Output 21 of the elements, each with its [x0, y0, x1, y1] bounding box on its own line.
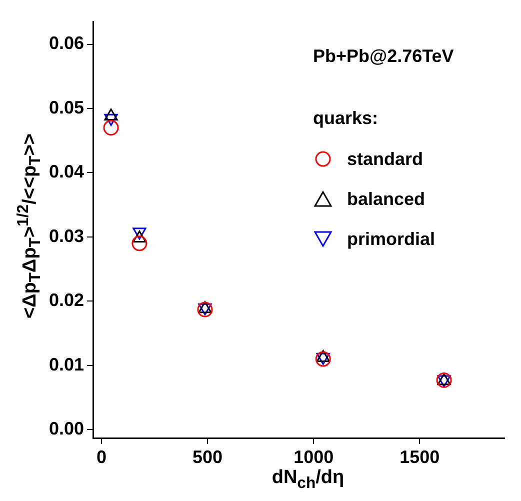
legend-title: quarks:: [313, 108, 380, 129]
point: [103, 120, 119, 136]
y-tick-label: 0.04: [48, 162, 84, 182]
y-tick-label: 0.00: [48, 418, 84, 439]
point: [132, 236, 148, 252]
legend-label: standard: [347, 148, 424, 170]
x-tick-label: 500: [192, 446, 223, 467]
y-tick-label: 0.01: [48, 354, 84, 374]
y-tick-label: 0.05: [48, 97, 84, 118]
annotation: Pb+Pb@2.76TeV: [313, 46, 454, 67]
y-tick-label: 0.03: [48, 226, 84, 246]
legend-label: balanced: [347, 188, 426, 210]
y-tick-label: 0.06: [48, 33, 84, 54]
x-axis-title: dN$_{ch}$/dη: [272, 467, 344, 493]
legend-label: primordial: [347, 228, 436, 250]
x-tick-label: 1500: [400, 446, 440, 467]
y-tick-label: 0.02: [48, 290, 84, 310]
point: [316, 350, 330, 362]
x-tick-label: 0: [96, 446, 106, 467]
x-tick-label: 1000: [294, 446, 334, 467]
point: [104, 114, 118, 126]
